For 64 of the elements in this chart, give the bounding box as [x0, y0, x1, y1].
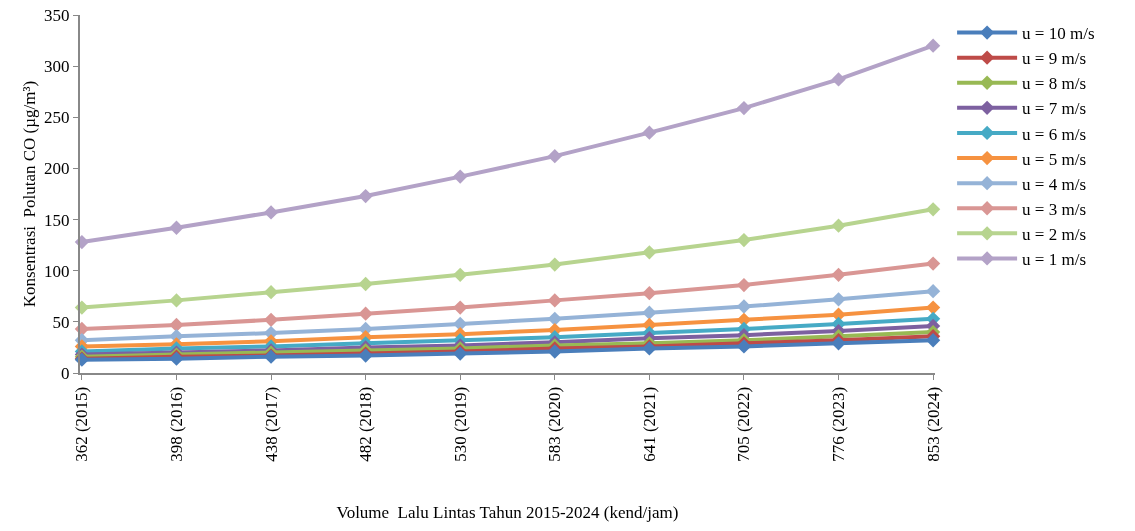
- point: [642, 245, 657, 260]
- legend-label: u = 9 m/s: [1022, 49, 1087, 69]
- point: [169, 220, 184, 235]
- x-tick-label: 583 (2020): [545, 386, 565, 462]
- point: [642, 286, 657, 301]
- point: [547, 149, 562, 164]
- point: [736, 100, 752, 116]
- legend-label: u = 3 m/s: [1022, 199, 1087, 219]
- point: [453, 267, 468, 282]
- x-tick-label: 482 (2018): [356, 386, 376, 462]
- legend-label: u = 1 m/s: [1022, 250, 1087, 270]
- point: [831, 218, 846, 233]
- x-tick-label: 530 (2019): [450, 386, 470, 462]
- x-tick-label: 641 (2021): [639, 386, 659, 462]
- point: [453, 169, 468, 184]
- legend-label: u = 5 m/s: [1022, 149, 1087, 169]
- point: [642, 125, 657, 140]
- point: [263, 205, 279, 220]
- y-axis-title: Konsentrasi Polutan CO (µg/m³): [20, 80, 39, 308]
- y-tick-label: 150: [44, 210, 70, 230]
- point: [831, 292, 846, 307]
- point: [358, 188, 373, 204]
- legend-label: u = 4 m/s: [1022, 174, 1087, 194]
- x-tick-label: 362 (2015): [72, 386, 92, 462]
- point: [925, 256, 941, 271]
- x-tick-label: 398 (2016): [166, 386, 186, 462]
- y-tick-label: 50: [52, 312, 70, 332]
- y-tick-label: 0: [61, 363, 70, 383]
- point: [925, 333, 941, 348]
- y-tick-label: 200: [44, 159, 70, 179]
- point: [925, 202, 941, 217]
- point: [358, 276, 373, 292]
- y-tick-label: 300: [44, 57, 70, 77]
- point: [925, 284, 941, 299]
- y-tick-label: 350: [44, 5, 70, 25]
- point: [263, 285, 279, 300]
- x-tick-label: 853 (2024): [923, 386, 943, 462]
- point: [169, 317, 184, 333]
- point: [358, 306, 373, 321]
- point: [453, 300, 468, 315]
- point: [736, 277, 752, 293]
- point: [547, 293, 562, 308]
- legend-label: u = 7 m/s: [1022, 99, 1087, 119]
- point: [736, 299, 752, 314]
- point: [642, 305, 657, 320]
- point: [925, 38, 941, 53]
- legend-label: u = 10 m/s: [1022, 24, 1095, 44]
- legend-label: u = 6 m/s: [1022, 124, 1087, 144]
- point: [547, 311, 562, 326]
- y-tick-label: 100: [44, 261, 70, 281]
- x-axis-title: Volume Lalu Lintas Tahun 2015-2024 (kend/jam): [336, 502, 679, 522]
- y-tick-label: 250: [44, 108, 70, 128]
- legend-label: u = 8 m/s: [1022, 74, 1087, 94]
- point: [736, 232, 752, 248]
- point: [547, 257, 562, 272]
- point: [831, 267, 846, 282]
- x-tick-label: 776 (2023): [829, 386, 849, 462]
- x-tick-label: 438 (2017): [261, 386, 281, 462]
- point: [263, 312, 279, 327]
- point: [831, 72, 846, 87]
- point: [169, 293, 184, 308]
- x-tick-label: 705 (2022): [734, 386, 754, 462]
- legend-label: u = 2 m/s: [1022, 224, 1087, 244]
- point: [925, 300, 941, 315]
